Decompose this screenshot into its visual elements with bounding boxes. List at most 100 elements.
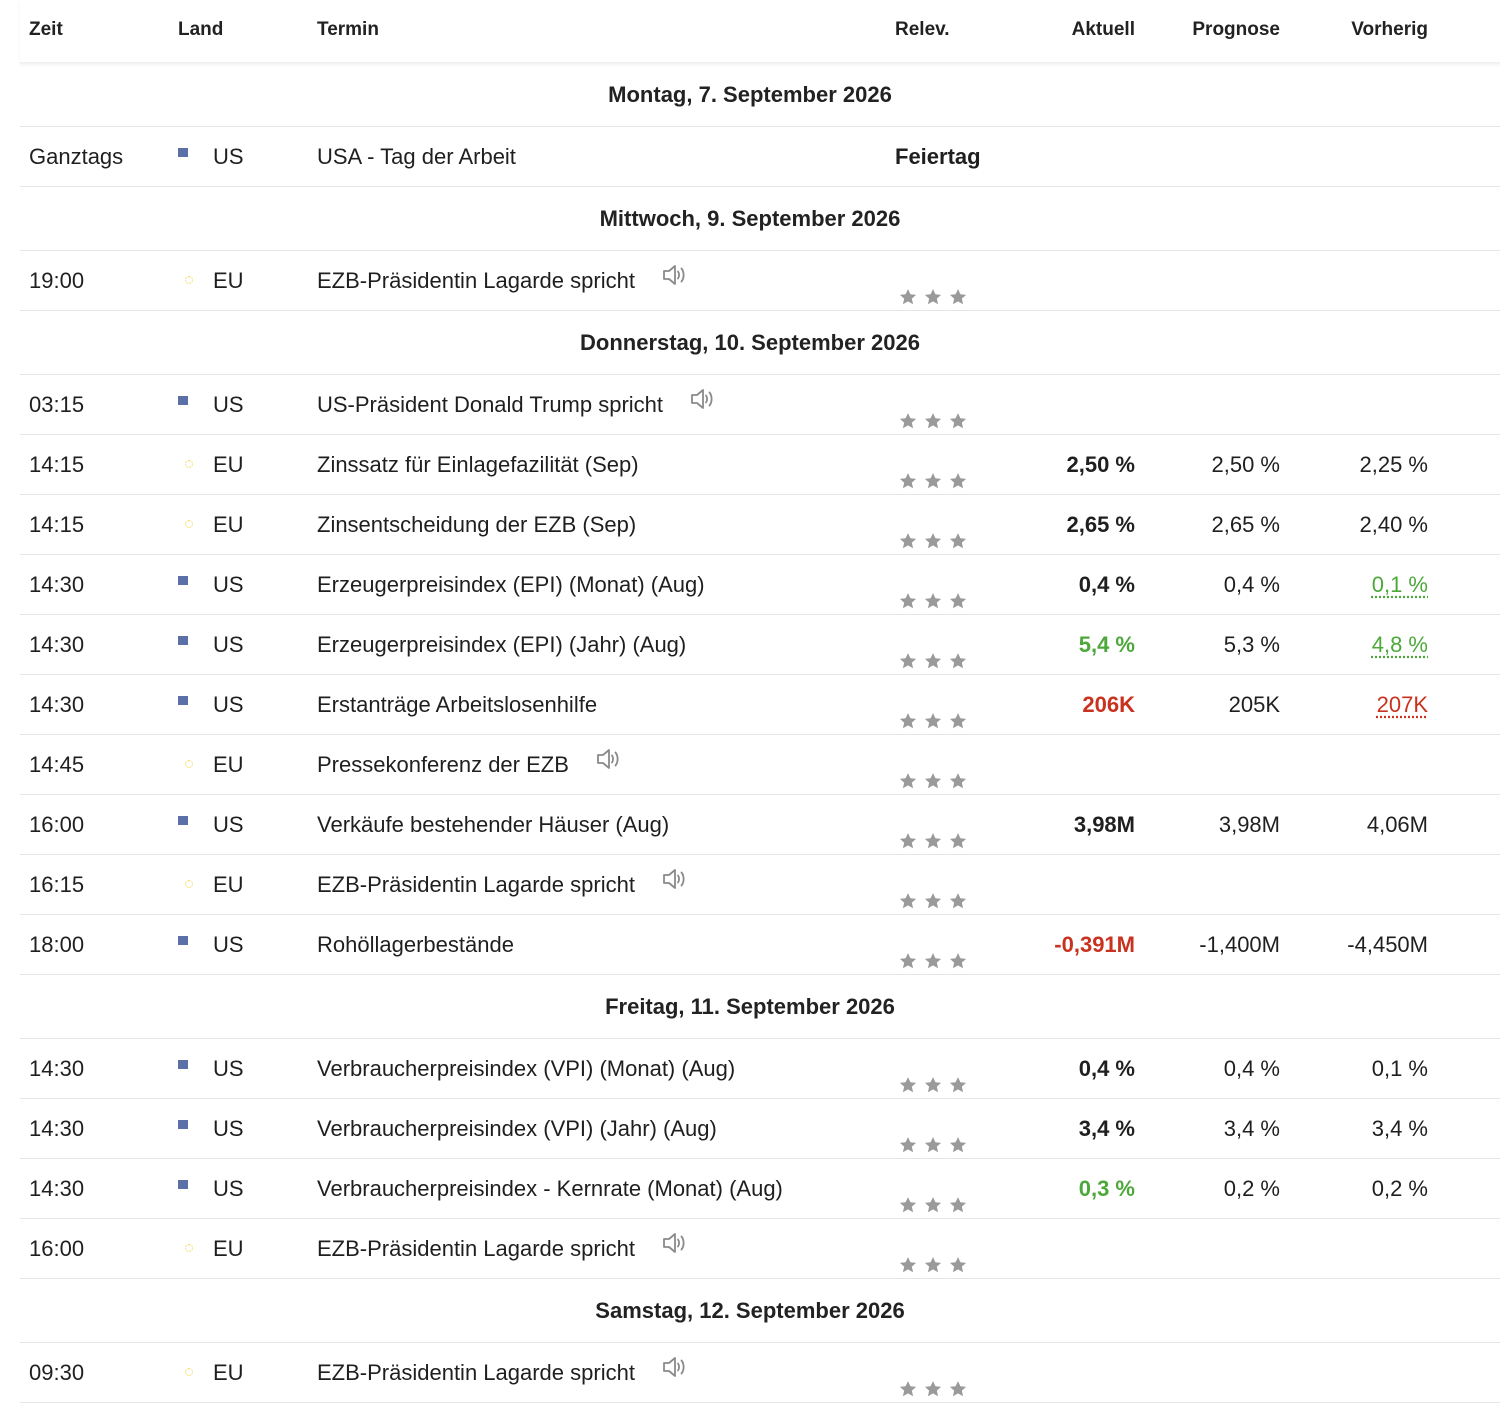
event-row[interactable]: 14:30 US Erzeugerpreisindex (EPI) (Monat) …	[20, 555, 1500, 615]
event-name[interactable]: Verbraucherpreisindex - Kernrate (Monat)…	[317, 1176, 783, 1201]
header-previous[interactable]: Vorherig	[1351, 19, 1428, 40]
relevance-stars	[898, 1362, 973, 1397]
actual-value: 0,4 %	[1078, 572, 1135, 597]
event-name-cell[interactable]: US-Präsident Donald Trump spricht	[317, 375, 717, 436]
event-name[interactable]: Zinssatz für Einlagefazilität (Sep)	[317, 452, 639, 477]
event-name-cell[interactable]: Zinssatz für Einlagefazilität (Sep)	[317, 435, 639, 494]
star-icon	[923, 874, 943, 933]
previous-value: 2,25 %	[1359, 452, 1429, 477]
event-row[interactable]: 14:30 US Erstanträge Arbeitslosenhilfe 206K…	[20, 675, 1500, 735]
speaker-icon[interactable]	[661, 1219, 689, 1278]
date-heading-label: Montag, 7. September 2026	[608, 82, 892, 107]
event-row[interactable]: 19:00 EU EZB-Präsidentin Lagarde spricht	[20, 251, 1500, 311]
speaker-icon[interactable]	[661, 1343, 689, 1402]
event-name[interactable]: Zinsentscheidung der EZB (Sep)	[317, 512, 637, 537]
event-row[interactable]: 14:15 EU Zinssatz für Einlagefazilität (Se…	[20, 435, 1500, 495]
event-name-cell[interactable]: EZB-Präsidentin Lagarde spricht	[317, 1219, 689, 1280]
date-heading-label: Freitag, 11. September 2026	[605, 994, 895, 1019]
star-icon	[948, 1118, 968, 1177]
event-time: 16:00	[29, 812, 85, 837]
event-name-cell[interactable]: Zinsentscheidung der EZB (Sep)	[317, 495, 636, 554]
header-forecast[interactable]: Prognose	[1192, 19, 1280, 40]
relevance-stars	[898, 1118, 973, 1153]
event-name-cell[interactable]: Erzeugerpreisindex (EPI) (Monat) (Aug)	[317, 555, 705, 614]
event-time: 14:30	[29, 692, 85, 717]
star-icon	[898, 694, 918, 753]
event-name-cell[interactable]: Pressekonferenz der EZB	[317, 735, 623, 796]
event-row[interactable]: 18:00 US Rohöllagerbestände -0,391M -1,400M -…	[20, 915, 1500, 975]
forecast-value: 0,4 %	[1223, 1056, 1280, 1081]
forecast-value: 3,4 %	[1223, 1116, 1280, 1141]
event-name-cell[interactable]: Rohöllagerbestände	[317, 915, 514, 974]
star-icon	[948, 934, 968, 993]
date-heading-label: Donnerstag, 10. September 2026	[580, 330, 920, 355]
actual-value: 2,50 %	[1066, 452, 1136, 477]
star-icon	[898, 514, 918, 573]
speaker-icon[interactable]	[661, 251, 689, 310]
previous-value: 2,40 %	[1359, 512, 1429, 537]
date-heading: Samstag, 12. September 2026	[20, 1279, 1500, 1343]
event-row[interactable]: 14:45 EU Pressekonferenz der EZB	[20, 735, 1500, 795]
event-row[interactable]: 14:30 US Erzeugerpreisindex (EPI) (Jahr) (…	[20, 615, 1500, 675]
event-name[interactable]: USA - Tag der Arbeit	[317, 144, 516, 169]
forecast-value: 205K	[1228, 692, 1280, 717]
event-name[interactable]: Rohöllagerbestände	[317, 932, 514, 957]
event-name[interactable]: Erstanträge Arbeitslosenhilfe	[317, 692, 598, 717]
event-row[interactable]: 16:00 US Verkäufe bestehender Häuser (Aug)…	[20, 795, 1500, 855]
event-name-cell[interactable]: EZB-Präsidentin Lagarde spricht	[317, 855, 689, 916]
previous-value: 3,4 %	[1371, 1116, 1428, 1141]
event-name-cell[interactable]: Verkäufe bestehender Häuser (Aug)	[317, 795, 669, 854]
header-event[interactable]: Termin	[317, 19, 379, 40]
event-row[interactable]: 14:30 US Verbraucherpreisindex (VPI) (Mona…	[20, 1039, 1500, 1099]
event-row[interactable]: 14:30 US Verbraucherpreisindex (VPI) (Jahr…	[20, 1099, 1500, 1159]
speaker-icon[interactable]	[689, 375, 717, 434]
header-actual[interactable]: Aktuell	[1071, 19, 1135, 40]
header-relevance[interactable]: Relev.	[895, 19, 950, 40]
star-icon	[948, 454, 968, 513]
event-name-cell[interactable]: Verbraucherpreisindex (VPI) (Jahr) (Aug)	[317, 1099, 717, 1158]
event-row[interactable]: 14:15 EU Zinsentscheidung der EZB (Sep) 2,6…	[20, 495, 1500, 555]
header-country[interactable]: Land	[178, 19, 224, 40]
event-name[interactable]: Erzeugerpreisindex (EPI) (Jahr) (Aug)	[317, 632, 687, 657]
star-icon	[923, 270, 943, 329]
event-name-cell[interactable]: USA - Tag der Arbeit	[317, 127, 516, 186]
event-name-cell[interactable]: EZB-Präsidentin Lagarde spricht	[317, 251, 689, 312]
holiday-label: Feiertag	[895, 144, 981, 169]
event-name-cell[interactable]: Verbraucherpreisindex (VPI) (Monat) (Aug…	[317, 1039, 735, 1098]
event-name[interactable]: US-Präsident Donald Trump spricht	[317, 392, 664, 417]
event-name-cell[interactable]: Erzeugerpreisindex (EPI) (Jahr) (Aug)	[317, 615, 686, 674]
event-name[interactable]: EZB-Präsidentin Lagarde spricht	[317, 268, 635, 293]
header-time[interactable]: Zeit	[29, 19, 63, 40]
event-country: EU	[213, 268, 244, 293]
event-name-cell[interactable]: Verbraucherpreisindex - Kernrate (Monat)…	[317, 1159, 783, 1218]
speaker-icon[interactable]	[661, 855, 689, 914]
event-name[interactable]: Verbraucherpreisindex (VPI) (Monat) (Aug…	[317, 1056, 736, 1081]
actual-value: 206K	[1082, 692, 1135, 717]
event-name[interactable]: Pressekonferenz der EZB	[317, 752, 569, 777]
event-country: US	[213, 692, 244, 717]
event-country: EU	[213, 1360, 244, 1385]
event-name[interactable]: EZB-Präsidentin Lagarde spricht	[317, 872, 635, 897]
event-row[interactable]: 16:15 EU EZB-Präsidentin Lagarde spricht	[20, 855, 1500, 915]
event-time: 14:30	[29, 1176, 85, 1201]
speaker-icon[interactable]	[595, 735, 623, 794]
event-row[interactable]: 03:15 US US-Präsident Donald Trump spricht	[20, 375, 1500, 435]
star-icon	[948, 814, 968, 873]
event-row[interactable]: 09:30 EU EZB-Präsidentin Lagarde spricht	[20, 1343, 1500, 1403]
event-row[interactable]: 16:00 EU EZB-Präsidentin Lagarde spricht	[20, 1219, 1500, 1279]
event-name-cell[interactable]: EZB-Präsidentin Lagarde spricht	[317, 1343, 689, 1404]
event-time: 16:15	[29, 872, 85, 897]
event-name[interactable]: EZB-Präsidentin Lagarde spricht	[317, 1360, 635, 1385]
event-name[interactable]: Erzeugerpreisindex (EPI) (Monat) (Aug)	[317, 572, 705, 597]
event-name-cell[interactable]: Erstanträge Arbeitslosenhilfe	[317, 675, 597, 734]
event-row[interactable]: Ganztags US USA - Tag der Arbeit Feiertag	[20, 127, 1500, 187]
event-row[interactable]: 14:30 US Verbraucherpreisindex - Kernrate …	[20, 1159, 1500, 1219]
event-name[interactable]: Verkäufe bestehender Häuser (Aug)	[317, 812, 670, 837]
relevance-stars	[898, 270, 973, 305]
table-header: Zeit Land Termin Relev. Aktuell Prognose…	[20, 0, 1500, 63]
event-name[interactable]: EZB-Präsidentin Lagarde spricht	[317, 1236, 635, 1261]
star-icon	[898, 1118, 918, 1177]
event-name[interactable]: Verbraucherpreisindex (VPI) (Jahr) (Aug)	[317, 1116, 717, 1141]
date-heading-label: Mittwoch, 9. September 2026	[599, 206, 901, 231]
forecast-value: 3,98M	[1218, 812, 1280, 837]
